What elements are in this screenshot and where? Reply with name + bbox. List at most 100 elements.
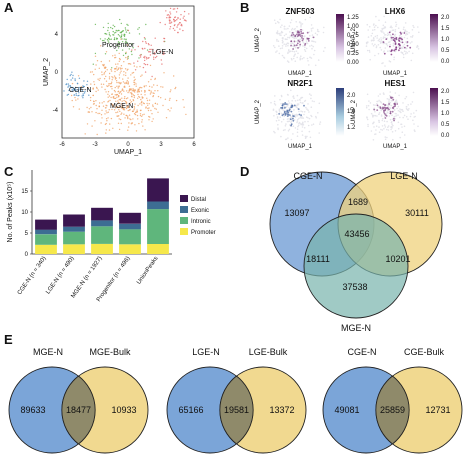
umap-point [125,39,127,41]
feature-point-high [392,98,395,101]
feature-point [302,41,304,43]
feature-point [382,117,384,120]
umap-point [127,91,129,94]
feature-point [384,126,387,128]
cluster-label-lge-n: LGE-N [152,49,173,56]
feature-point-high [281,107,284,109]
umap-point [139,56,142,58]
venn-set-label: CGE-N [294,171,323,181]
x-axis-label: UMAP_1 [383,71,408,77]
feature-point [284,129,286,131]
feature-point [409,115,412,118]
umap-point [175,11,178,13]
umap-point [83,80,85,82]
feature-point [403,43,406,46]
feature-point [377,52,380,55]
umap-point [117,87,119,89]
feature-point [301,23,304,25]
umap-point [109,99,111,102]
feature-point [314,41,317,43]
legend-label: Intronic [191,219,211,225]
feature-point [401,39,403,42]
venn-circle-mge-n [303,213,409,319]
feature-point [310,28,313,30]
y-axis-label: No. of Peaks (x10⁵) [7,182,14,243]
venn-overlap [219,375,254,445]
umap-point [169,13,172,15]
umap-point [127,56,129,58]
feature-point [313,100,315,103]
bar-segment-distal [147,178,169,202]
feature-point [293,50,296,53]
umap-point [129,92,131,94]
feature-point [397,27,400,30]
scale-tick: 1.00 [347,24,359,30]
feature-point [405,105,408,108]
feature-point [372,139,375,141]
umap-point [111,88,113,90]
feature-point [286,42,289,44]
feature-point [392,45,395,47]
umap-point [102,105,105,107]
feature-point [381,27,384,30]
umap-point [106,120,108,122]
umap-point [144,57,146,59]
umap-point [160,59,162,61]
umap-point [102,83,105,86]
feature-point [384,26,387,28]
umap-point [159,50,162,53]
feature-point [310,106,313,108]
feature-point [394,130,397,132]
feature-point [292,133,294,135]
feature-point-high [302,32,305,35]
umap-point [163,40,165,43]
feature-point [396,107,398,110]
umap-point [150,78,152,81]
feature-point [276,116,279,118]
feature-point [375,45,378,47]
legend-swatch [180,206,188,213]
feature-point-high [392,33,394,36]
bar-segment-exonic [147,201,169,210]
umap-point [86,106,88,109]
umap-point [168,17,170,19]
umap-point [105,75,107,78]
feature-point-high [301,37,303,39]
umap-point [75,86,77,89]
umap-point [118,86,120,88]
feature-point [366,93,369,96]
feature-point [381,29,384,31]
umap-point [94,23,97,26]
feature-point [300,110,302,112]
umap-point [91,111,93,113]
umap-point [168,15,171,17]
umap-point [89,96,92,99]
umap-point [143,63,145,65]
feature-point-high [398,49,400,52]
umap-point [124,27,127,29]
feature-point [305,39,308,41]
feature-point [401,131,404,133]
feature-point-high [299,35,302,37]
venn-region-value: 19581 [224,405,249,415]
umap-point [82,85,85,88]
umap-point [91,71,94,73]
umap-point [71,82,74,85]
feature-point [307,109,309,111]
feature-point [279,18,281,21]
feature-point [309,16,311,19]
feature-point [288,49,290,52]
umap-point [114,94,116,96]
feature-point [277,128,279,131]
umap-point [104,41,106,43]
feature-point-high [297,108,300,110]
venn-region-value: 43456 [344,229,369,239]
feature-point [377,44,380,46]
umap-point [170,21,173,23]
umap-point [124,96,126,98]
umap-point [163,72,165,74]
feature-point [382,37,385,40]
umap-point [134,49,136,51]
y-axis-label: UMAP_2 [43,58,50,86]
umap-point [91,125,93,127]
